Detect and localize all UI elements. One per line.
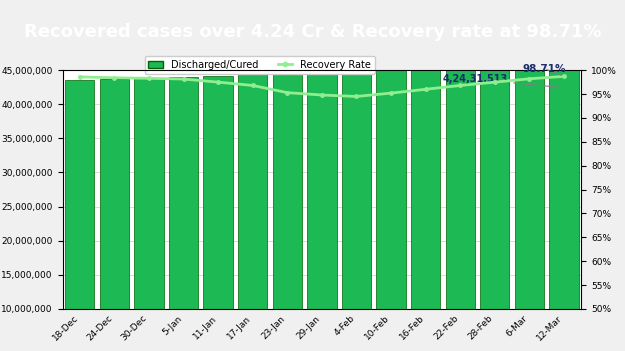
Bar xyxy=(376,31,406,309)
Bar xyxy=(342,45,371,309)
Bar xyxy=(307,53,337,309)
Bar xyxy=(134,78,164,309)
Legend: Discharged/Cured, Recovery Rate: Discharged/Cured, Recovery Rate xyxy=(144,56,375,74)
Bar xyxy=(65,80,94,309)
Bar xyxy=(169,77,198,309)
Text: Recovered cases over 4.24 Cr & Recovery rate at 98.71%: Recovered cases over 4.24 Cr & Recovery … xyxy=(24,22,601,41)
Text: 98.71%: 98.71% xyxy=(522,64,566,75)
Bar xyxy=(203,76,233,309)
Bar xyxy=(514,20,544,309)
Bar xyxy=(480,20,509,309)
Bar xyxy=(272,69,302,309)
Bar xyxy=(238,72,268,309)
Text: 4,24,31,513: 4,24,31,513 xyxy=(443,74,561,87)
Bar xyxy=(549,20,579,309)
Bar xyxy=(99,79,129,309)
Bar xyxy=(446,22,475,309)
Bar xyxy=(411,26,441,309)
